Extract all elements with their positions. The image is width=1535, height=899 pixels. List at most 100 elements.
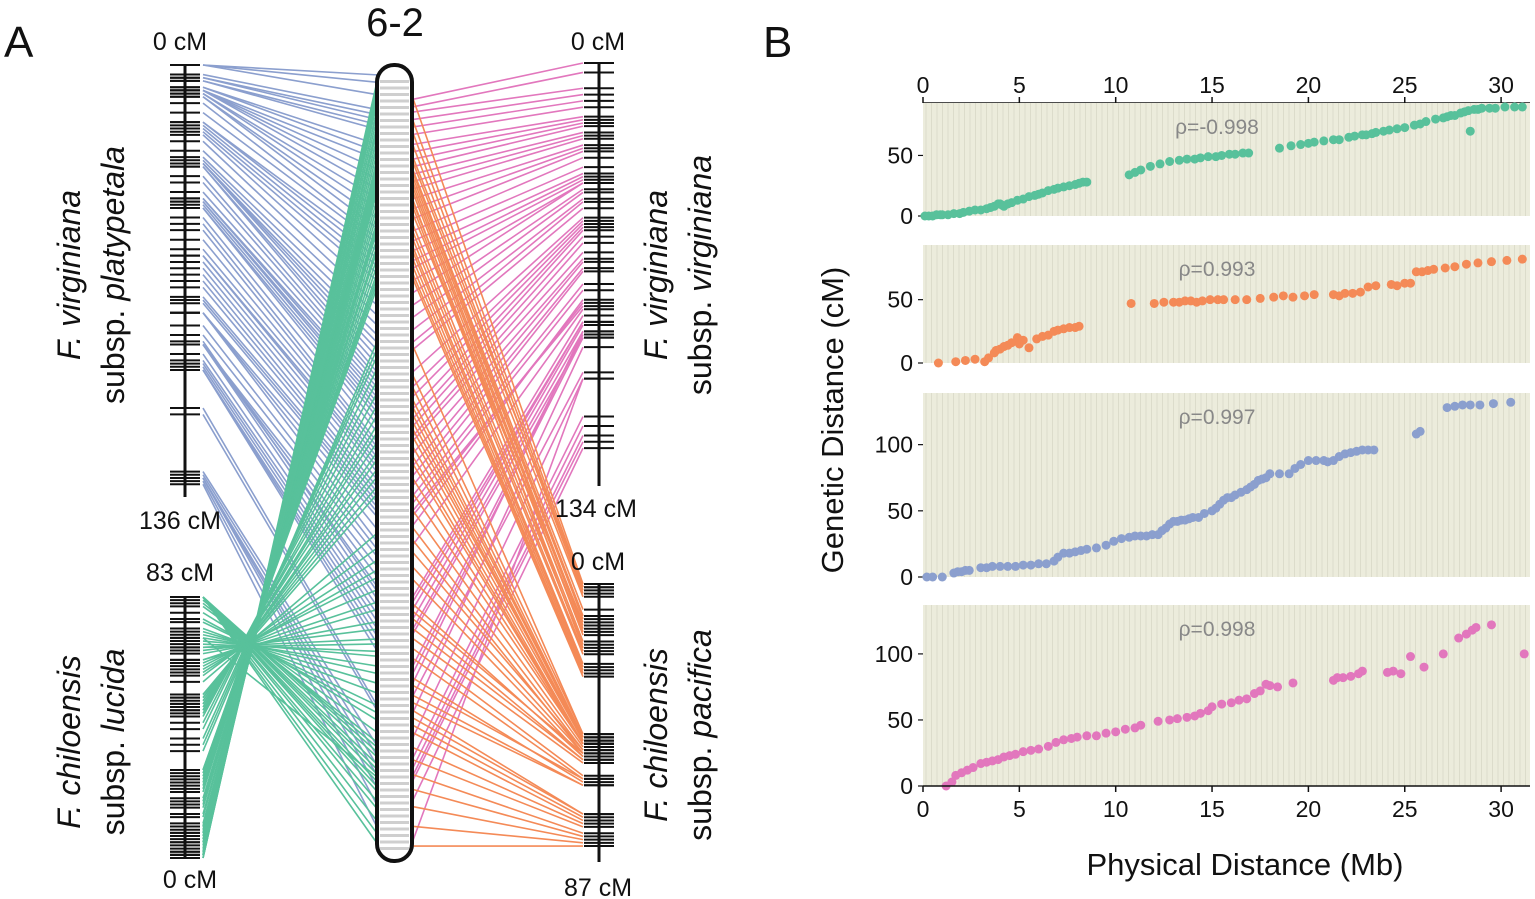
chromosome-band xyxy=(380,112,409,116)
chromosome-band xyxy=(380,229,409,233)
data-point xyxy=(1454,633,1464,643)
chromosome-band xyxy=(380,171,409,174)
rho-label: ρ=0.997 xyxy=(1179,406,1256,429)
chromosome-band xyxy=(380,437,409,441)
synteny-link xyxy=(409,147,584,211)
map-pacifica xyxy=(584,583,614,862)
synteny-link xyxy=(202,596,380,847)
synteny-link xyxy=(409,488,584,745)
platypetala-subsp: subsp. platypetala xyxy=(95,146,131,404)
chromosome-band xyxy=(380,418,409,421)
data-point xyxy=(1217,150,1227,160)
data-point xyxy=(1506,397,1516,407)
chromosome-band xyxy=(380,730,409,733)
chromosome-bar xyxy=(375,63,414,863)
synteny-link xyxy=(409,423,584,738)
synteny-link xyxy=(202,64,380,96)
synteny-link xyxy=(409,174,584,626)
chromosome-band xyxy=(380,314,409,317)
data-point xyxy=(1429,264,1439,274)
chromosome-band xyxy=(380,301,409,304)
synteny-link xyxy=(409,563,584,754)
data-point xyxy=(1438,649,1448,659)
platypetala-bottom-label: 136 cM xyxy=(139,507,221,535)
synteny-link xyxy=(202,76,380,121)
data-point xyxy=(1475,400,1485,410)
data-point xyxy=(1230,149,1240,159)
data-point xyxy=(1346,671,1356,681)
chromosome-band xyxy=(380,281,409,285)
scatter-points xyxy=(933,254,1527,368)
chromosome-band xyxy=(380,106,409,109)
pacifica-bottom-label: 87 cM xyxy=(564,874,632,899)
synteny-link xyxy=(409,523,584,751)
chromosome-band xyxy=(380,327,409,330)
scatter-points xyxy=(920,102,1527,221)
synteny-link xyxy=(202,630,380,685)
data-point xyxy=(1153,716,1163,726)
bottom-axis-tick-label: 5 xyxy=(1013,796,1026,822)
chromosome-band xyxy=(380,567,409,571)
chromosome-band xyxy=(380,444,409,447)
synteny-link xyxy=(202,608,380,661)
chromosome-band xyxy=(380,821,409,824)
synteny-link xyxy=(202,89,380,181)
data-point xyxy=(1319,136,1329,146)
chromosome-band xyxy=(380,216,409,220)
data-point xyxy=(1101,728,1111,738)
bottom-axis-tick-label: 0 xyxy=(917,796,930,822)
chromosome-band xyxy=(380,788,409,792)
data-point xyxy=(1519,649,1529,659)
pacifica-species: F. chiloensis xyxy=(638,648,674,822)
synteny-link xyxy=(409,115,584,146)
y-axis-tick-label: 0 xyxy=(900,773,913,799)
y-axis-tick-label: 50 xyxy=(887,498,913,524)
data-point xyxy=(1026,560,1036,570)
synteny-link xyxy=(409,134,584,184)
synteny-link xyxy=(202,302,380,515)
data-point xyxy=(1510,102,1520,112)
synteny-link xyxy=(202,531,380,683)
data-point xyxy=(1149,298,1159,308)
synteny-link xyxy=(202,64,380,76)
data-point xyxy=(987,561,997,571)
synteny-link xyxy=(409,251,584,671)
data-point xyxy=(1219,295,1229,305)
synteny-link xyxy=(409,93,584,121)
data-point xyxy=(1255,686,1265,696)
chromosome-band xyxy=(380,197,409,200)
chromosome-band xyxy=(380,359,409,363)
synteny-link xyxy=(202,76,380,116)
data-point xyxy=(1182,154,1192,164)
map-lucida xyxy=(170,596,200,859)
top-axis-tick-label: 30 xyxy=(1488,72,1514,98)
virginiana-species: F. virginiana xyxy=(638,190,674,360)
chromosome-band xyxy=(380,827,409,831)
chromosome-band xyxy=(380,275,409,278)
rho-label: ρ=0.998 xyxy=(1179,618,1256,641)
synteny-link xyxy=(202,344,380,570)
data-point xyxy=(933,358,943,368)
data-point xyxy=(1465,400,1475,410)
data-point xyxy=(1199,508,1209,518)
chromosome-band xyxy=(380,671,409,675)
map-virginiana-ticks xyxy=(584,62,614,450)
data-point xyxy=(1159,297,1169,307)
data-point xyxy=(1517,102,1527,112)
chromosome-band xyxy=(380,463,409,467)
chromosome-band xyxy=(380,606,409,610)
synteny-link xyxy=(409,506,584,748)
chromosome-band xyxy=(380,132,409,135)
data-point xyxy=(1309,137,1319,147)
data-point xyxy=(1288,292,1298,302)
data-point xyxy=(1303,456,1313,466)
synteny-link xyxy=(202,89,380,191)
synteny-link xyxy=(409,217,584,376)
data-point xyxy=(1392,281,1402,291)
y-axis-tick-label: 0 xyxy=(900,203,913,229)
data-point xyxy=(1111,727,1121,737)
synteny-link xyxy=(409,131,584,176)
y-axis-tick-label: 50 xyxy=(887,287,913,313)
chromosome-band xyxy=(380,535,409,538)
synteny-link xyxy=(409,608,584,754)
